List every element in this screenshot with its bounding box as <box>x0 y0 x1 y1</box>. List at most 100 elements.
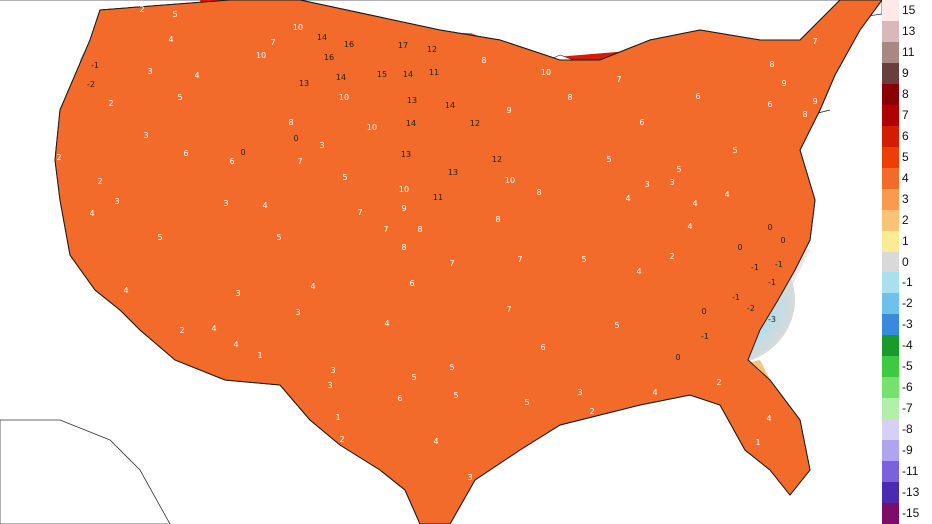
legend-entry: 5 <box>882 146 932 168</box>
anomaly-value-label: 4 <box>636 267 641 276</box>
legend-swatch <box>882 230 899 252</box>
anomaly-value-label: 14 <box>445 101 455 110</box>
legend-swatch <box>882 503 899 524</box>
legend-entry: 11 <box>882 41 932 63</box>
legend-entry: -5 <box>882 356 932 378</box>
anomaly-value-label: 2 <box>339 435 344 444</box>
anomaly-value-label: 0 <box>701 307 706 316</box>
legend-entry: -8 <box>882 419 932 441</box>
anomaly-value-label: 4 <box>89 209 94 218</box>
anomaly-value-label: 10 <box>541 68 551 77</box>
anomaly-value-label: 7 <box>297 157 302 166</box>
legend-label: 7 <box>902 107 909 122</box>
legend-entry: 1 <box>882 230 932 252</box>
anomaly-value-label: 7 <box>270 38 275 47</box>
legend-swatch <box>882 41 899 63</box>
temperature-anomaly-map: 10 14 16 17 12 16 15 14 11 13 14 10 13 14 12 10 14 13 13 12… <box>0 0 882 524</box>
anomaly-value-label: 0 <box>675 353 680 362</box>
anomaly-value-label: 5 <box>732 146 737 155</box>
anomaly-value-label: 2 <box>108 99 113 108</box>
anomaly-value-label: 3 <box>319 141 324 150</box>
anomaly-value-label: 10 <box>399 185 409 194</box>
anomaly-value-label: -3 <box>768 315 776 324</box>
legend-label: -13 <box>902 485 920 500</box>
legend-swatch <box>882 146 899 168</box>
legend-label: 0 <box>902 254 909 269</box>
anomaly-value-label: 10 <box>256 51 266 60</box>
anomaly-value-label: 5 <box>524 398 529 407</box>
anomaly-value-label: 5 <box>453 391 458 400</box>
anomaly-value-label: 7 <box>449 259 454 268</box>
anomaly-value-label: 4 <box>433 437 438 446</box>
anomaly-value-label: 7 <box>517 255 522 264</box>
anomaly-value-label: 4 <box>766 414 771 423</box>
legend-swatch <box>882 335 899 357</box>
anomaly-value-label: 14 <box>403 70 413 79</box>
legend-entry: 6 <box>882 125 932 147</box>
legend-swatch <box>882 314 899 336</box>
anomaly-value-label: 7 <box>357 208 362 217</box>
anomaly-value-label: 4 <box>687 222 692 231</box>
legend-entry: -11 <box>882 461 932 483</box>
legend-label: 4 <box>902 170 909 185</box>
anomaly-value-label: 1 <box>755 438 760 447</box>
anomaly-value-label: 0 <box>780 236 785 245</box>
legend-label: -7 <box>902 401 913 416</box>
anomaly-value-label: 16 <box>324 53 334 62</box>
legend-label: 1 <box>902 233 909 248</box>
anomaly-value-label: 3 <box>147 67 152 76</box>
anomaly-value-label: 11 <box>429 68 439 77</box>
anomaly-value-label: 9 <box>812 97 817 106</box>
anomaly-value-label: 7 <box>812 37 817 46</box>
anomaly-value-label: 6 <box>229 157 234 166</box>
anomaly-value-label: 12 <box>427 45 437 54</box>
legend-label: -11 <box>902 464 919 479</box>
legend-swatch <box>882 251 899 273</box>
anomaly-value-label: 5 <box>676 165 681 174</box>
anomaly-value-label: 6 <box>409 279 414 288</box>
anomaly-value-label: 5 <box>449 363 454 372</box>
legend-entry: -7 <box>882 398 932 420</box>
legend-swatch <box>882 0 899 21</box>
anomaly-value-label: 4 <box>168 35 173 44</box>
legend-swatch <box>882 272 899 294</box>
legend-swatch <box>882 377 899 399</box>
legend-entry: -2 <box>882 293 932 315</box>
anomaly-value-label: 10 <box>367 123 377 132</box>
anomaly-value-label: 2 <box>589 407 594 416</box>
legend-swatch <box>882 293 899 315</box>
legend-entry: 7 <box>882 104 932 126</box>
legend-swatch <box>882 209 899 231</box>
anomaly-value-label: 5 <box>606 155 611 164</box>
anomaly-value-label: 13 <box>299 79 309 88</box>
anomaly-value-label: 7 <box>506 305 511 314</box>
legend-label: -15 <box>902 506 920 521</box>
legend-entry: -15 <box>882 503 932 524</box>
anomaly-value-label: -2 <box>87 80 95 89</box>
anomaly-value-label: 3 <box>669 178 674 187</box>
anomaly-value-label: 12 <box>492 155 502 164</box>
legend-swatch <box>882 62 899 84</box>
anomaly-value-label: 0 <box>293 134 298 143</box>
anomaly-value-label: 8 <box>536 188 541 197</box>
legend-label: 9 <box>902 65 909 80</box>
legend-label: 8 <box>902 86 909 101</box>
anomaly-value-label: 4 <box>310 282 315 291</box>
anomaly-value-label: 13 <box>401 150 411 159</box>
anomaly-value-label: 4 <box>384 319 389 328</box>
anomaly-value-label: 17 <box>398 41 408 50</box>
anomaly-value-label: 6 <box>639 118 644 127</box>
legend-entry: -9 <box>882 440 932 462</box>
anomaly-value-label: 6 <box>695 92 700 101</box>
legend-label: 13 <box>902 23 916 38</box>
anomaly-value-label: 3 <box>327 381 332 390</box>
anomaly-value-label: 2 <box>56 153 61 162</box>
anomaly-value-label: 3 <box>223 199 228 208</box>
anomaly-value-label: 2 <box>139 5 144 14</box>
anomaly-value-label: 12 <box>470 119 480 128</box>
anomaly-value-label: 5 <box>411 373 416 382</box>
anomaly-value-label: 4 <box>724 190 729 199</box>
anomaly-value-label: -1 <box>751 263 759 272</box>
anomaly-value-label: 2 <box>179 326 184 335</box>
anomaly-value-label: 9 <box>401 204 406 213</box>
